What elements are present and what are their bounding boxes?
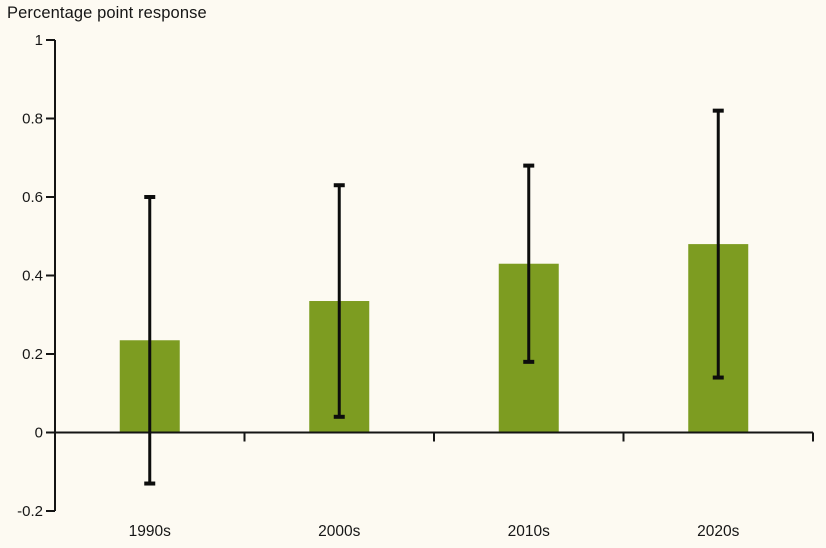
error-bar-cap-bottom xyxy=(333,414,345,419)
x-category-label: 2010s xyxy=(508,523,550,540)
error-bar-cap-top xyxy=(333,183,345,188)
y-tick-label: 0.8 xyxy=(22,111,43,128)
error-bar-cap-bottom xyxy=(144,481,156,486)
x-category-label: 1990s xyxy=(129,523,171,540)
y-tick-label: -0.2 xyxy=(17,503,43,520)
y-tick-label: 1 xyxy=(35,32,43,49)
y-tick-label: 0.4 xyxy=(22,268,43,285)
y-tick-label: 0 xyxy=(35,425,43,442)
error-bar-cap-top xyxy=(144,195,156,199)
chart-title: Percentage point response xyxy=(7,4,207,22)
error-bar-cap-bottom xyxy=(523,359,535,364)
error-bar-cap-top xyxy=(712,108,724,113)
y-tick-label: 0.6 xyxy=(22,189,43,206)
x-category-label: 2000s xyxy=(318,523,360,540)
x-category-label: 2020s xyxy=(697,523,739,540)
error-bar-cap-top xyxy=(523,163,535,168)
error-bar-cap-bottom xyxy=(712,375,724,380)
y-tick-label: 0.2 xyxy=(22,346,43,363)
